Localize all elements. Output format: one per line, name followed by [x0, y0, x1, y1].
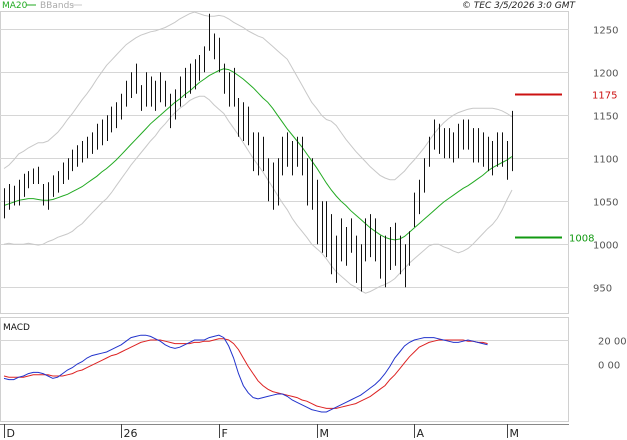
macd-line [3, 334, 488, 413]
price-y-tick-label: 1100 [593, 155, 618, 166]
bbands-legend-label: BBands [40, 1, 74, 11]
x-axis: D 26 F M A M [0, 424, 569, 440]
bbands-upper-line [3, 11, 513, 181]
price-y-tick-label: 1200 [593, 69, 618, 80]
macd-y-axis: 0 00 20 00 [598, 337, 627, 372]
x-axis-tick-label: A [417, 427, 425, 440]
price-y-tick-label: 1000 [593, 241, 618, 252]
ma20-line [3, 68, 513, 241]
macd-lines [3, 334, 488, 413]
timestamp-label: © TEC 3/5/2026 3:0 GMT [462, 1, 577, 11]
support-label: 1008 [569, 234, 594, 245]
macd-y-tick-label: 20 00 [598, 337, 627, 348]
resistance-label: 1175 [592, 91, 617, 102]
price-y-tick-label: 1250 [593, 26, 618, 37]
price-y-axis: 950 1000 1050 1100 1150 1200 1250 [593, 26, 618, 295]
macd-panel-title: MACD [3, 323, 30, 333]
price-y-tick-label: 950 [593, 284, 612, 295]
price-y-tick-label: 1150 [593, 112, 618, 123]
macd-y-tick-label: 0 00 [598, 361, 620, 372]
price-bars [4, 13, 513, 292]
ma20-path [3, 68, 513, 241]
x-axis-tick-label: M [320, 427, 330, 440]
macd-gridlines [0, 340, 569, 365]
x-axis-tick-label: 26 [124, 427, 138, 440]
price-panel-frame [0, 11, 569, 314]
x-axis-tick-label: D [7, 427, 15, 440]
price-levels: 1175 1008 [515, 91, 617, 245]
macd-panel-frame [0, 317, 569, 422]
x-axis-labels: D 26 F M A M [4, 424, 520, 440]
bbands-lower-line [3, 95, 513, 294]
price-panel: 950 1000 1050 1100 1150 1200 1250 1175 1008 [0, 11, 618, 314]
chart-header: MA20 BBands © TEC 3/5/2026 3:0 GMT [2, 1, 576, 11]
price-y-tick-label: 1050 [593, 198, 618, 209]
x-axis-tick-label: M [510, 427, 520, 440]
macd-signal-line [3, 338, 488, 409]
x-axis-tick-label: F [222, 427, 228, 440]
ma-legend-label: MA20 [2, 1, 28, 11]
price-gridlines [0, 29, 569, 288]
macd-panel: MACD 0 00 20 00 [0, 317, 627, 422]
